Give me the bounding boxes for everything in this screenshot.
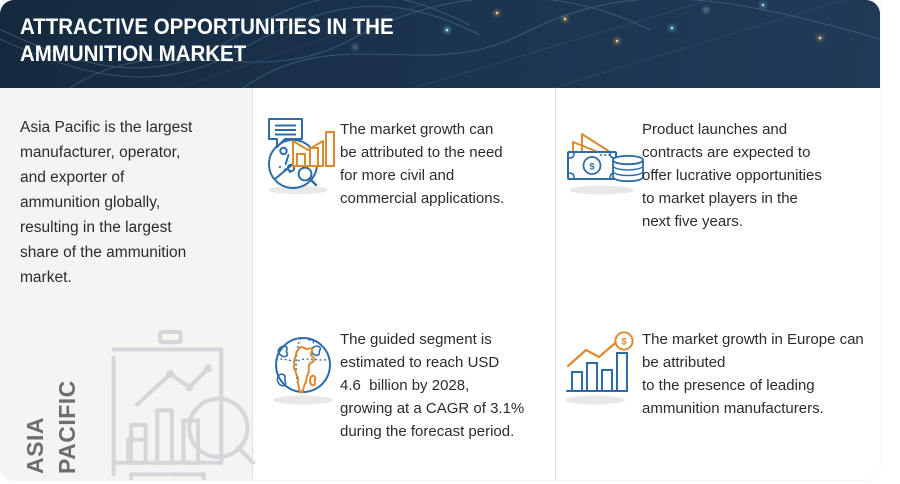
svg-text:$: $ (589, 162, 595, 173)
svg-text:$: $ (621, 337, 627, 348)
